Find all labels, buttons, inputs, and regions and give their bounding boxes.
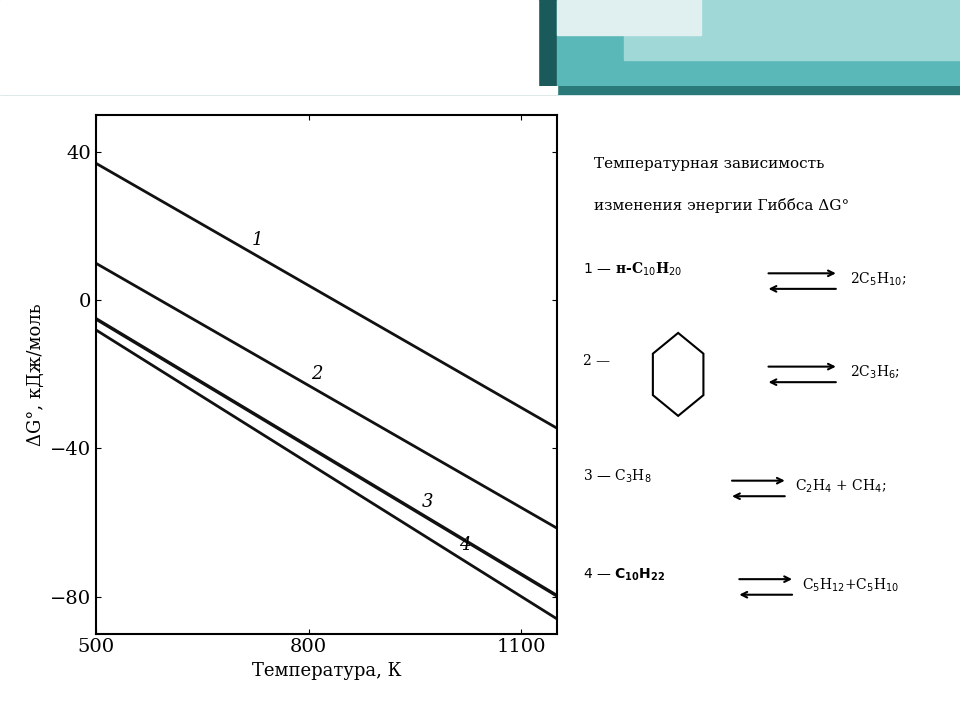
Text: C$_5$H$_{12}$+C$_5$H$_{10}$: C$_5$H$_{12}$+C$_5$H$_{10}$: [803, 577, 900, 594]
Bar: [0, 0, 538, 86]
Text: C$_2$H$_4$ + CH$_4$;: C$_2$H$_4$ + CH$_4$;: [795, 478, 886, 495]
Text: 2: 2: [311, 365, 323, 383]
Text: изменения энергии Гиббса ΔG°: изменения энергии Гиббса ΔG°: [594, 198, 850, 213]
Text: 3 — C$_3$H$_8$: 3 — C$_3$H$_8$: [584, 468, 652, 485]
Text: 4: 4: [459, 536, 470, 554]
Bar: [624, 0, 960, 60]
Bar: [0, 0, 557, 94]
Bar: [557, 0, 960, 86]
Bar: [557, 0, 701, 35]
Bar: [0, 0, 557, 72]
Text: 3: 3: [422, 492, 434, 510]
Text: $\mathit{1}$ — н-C$_{10}$H$_{20}$: $\mathit{1}$ — н-C$_{10}$H$_{20}$: [584, 261, 683, 278]
Text: Температурная зависимость: Температурная зависимость: [594, 157, 825, 171]
Bar: [0, 0, 557, 86]
Bar: [0, 0, 960, 94]
Text: 2C$_5$H$_{10}$;: 2C$_5$H$_{10}$;: [850, 271, 906, 288]
Text: 2 —: 2 —: [584, 354, 611, 368]
Text: $4$ — $\mathbf{C_{10}H_{22}}$: $4$ — $\mathbf{C_{10}H_{22}}$: [584, 566, 665, 582]
Text: 2C$_3$H$_6$;: 2C$_3$H$_6$;: [850, 364, 900, 382]
Y-axis label: ΔG°, кДж/моль: ΔG°, кДж/моль: [27, 303, 44, 446]
X-axis label: Температура, К: Температура, К: [252, 662, 401, 680]
Text: 1: 1: [252, 230, 263, 248]
